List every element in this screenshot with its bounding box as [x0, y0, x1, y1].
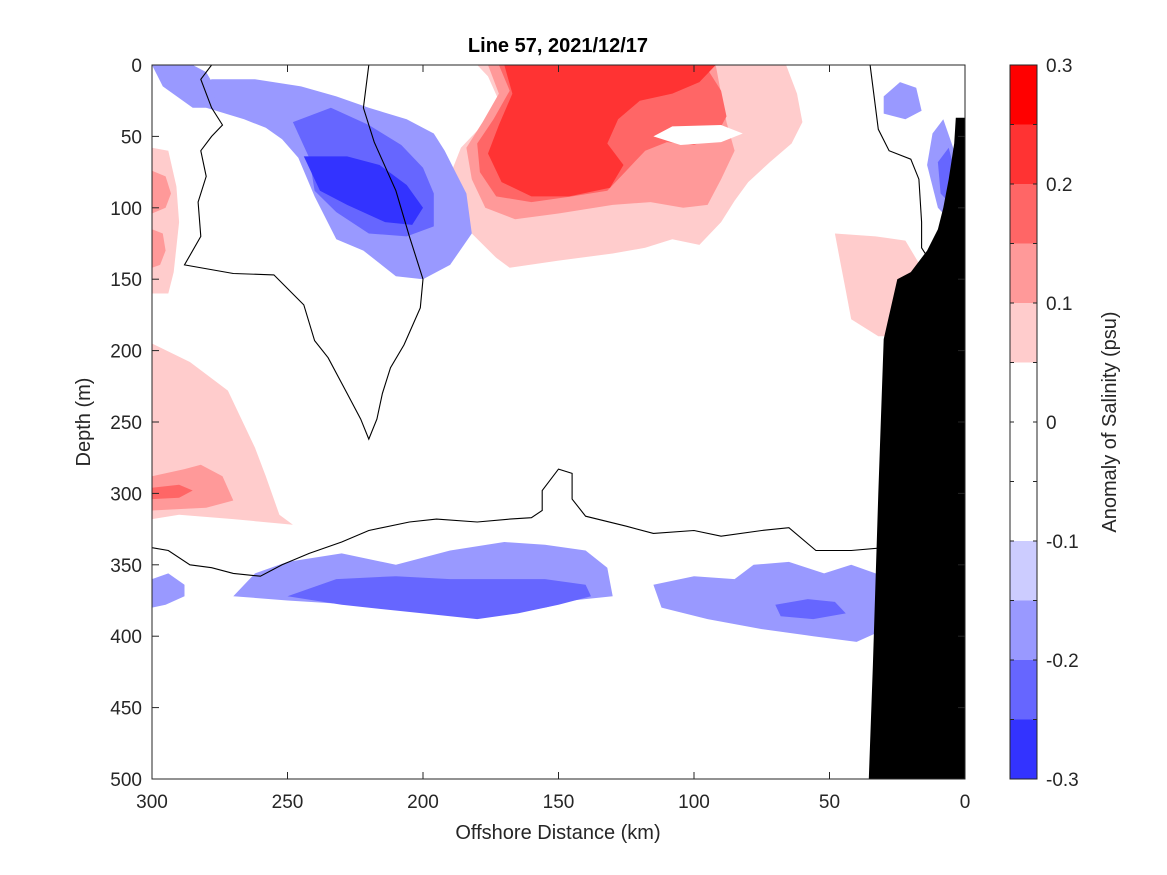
y-axis: 0 50 100 150 200 250 300 350 400 450 500	[110, 56, 965, 791]
colorbar-band	[1010, 600, 1037, 660]
y-tick-label: 450	[110, 699, 142, 720]
zero-contours	[152, 65, 933, 583]
colorbar-label: Anomaly of Salinity (psu)	[1099, 311, 1121, 532]
x-axis-label: Offshore Distance (km)	[455, 822, 660, 844]
colorbar-tick-label: -0.1	[1046, 532, 1079, 553]
plot-area	[152, 65, 965, 779]
zero-contour-26	[869, 65, 933, 266]
colorbar-tick-label: 0.2	[1046, 175, 1072, 196]
anomaly-region-21	[883, 82, 922, 120]
y-tick-label: 250	[110, 413, 142, 434]
chart-title: Line 57, 2021/12/17	[468, 35, 648, 57]
y-tick-label: 100	[110, 199, 142, 220]
x-tick-label: 150	[543, 792, 575, 813]
colorbar-band	[1010, 124, 1037, 184]
x-axis: 300 250 200 150 100 50 0	[136, 65, 970, 813]
colorbar-tick-label: -0.2	[1046, 651, 1079, 672]
y-tick-label: 150	[110, 270, 142, 291]
colorbar-band	[1010, 362, 1037, 482]
anomaly-region-8	[152, 484, 193, 500]
y-tick-label: 50	[121, 127, 142, 148]
colorbar-band	[1010, 65, 1037, 125]
colorbar: -0.3 -0.2 -0.1 0 0.1 0.2 0.3	[1009, 56, 1079, 791]
x-tick-label: 300	[136, 792, 168, 813]
colorbar-band	[1010, 719, 1037, 779]
anomaly-region-3	[488, 65, 716, 197]
anomaly-region-11	[152, 229, 166, 268]
y-tick-label: 200	[110, 342, 142, 363]
y-tick-label: 400	[110, 627, 142, 648]
anomaly-region-20	[152, 573, 185, 608]
colorbar-band	[1010, 184, 1037, 244]
x-tick-label: 0	[960, 792, 971, 813]
zero-contour-24	[183, 65, 424, 441]
anomaly-region-10	[152, 170, 171, 214]
colorbar-tick-label: -0.3	[1046, 770, 1079, 791]
colorbar-band	[1010, 660, 1037, 720]
y-axis-label: Depth (m)	[73, 378, 95, 467]
x-tick-label: 250	[272, 792, 304, 813]
anomaly-region-19	[775, 599, 846, 620]
y-tick-label: 500	[110, 770, 142, 791]
anomaly-region-7	[152, 464, 234, 511]
land-mask	[868, 117, 965, 779]
y-tick-label: 350	[110, 556, 142, 577]
colorbar-tick-label: 0.3	[1046, 56, 1072, 77]
x-tick-label: 50	[819, 792, 840, 813]
anomaly-region-15	[152, 65, 217, 108]
anomaly-region-14	[303, 156, 423, 225]
anomaly-region-4	[653, 125, 743, 145]
x-tick-label: 200	[407, 792, 439, 813]
land-shelf	[868, 117, 965, 779]
colorbar-band	[1010, 243, 1037, 303]
colorbar-band	[1010, 541, 1037, 601]
y-tick-label: 0	[131, 56, 142, 77]
colorbar-tick-label: 0	[1046, 413, 1057, 434]
anomaly-region-18	[653, 561, 906, 642]
colorbar-band	[1010, 481, 1037, 541]
y-tick-label: 300	[110, 484, 142, 505]
anomaly-region-17	[287, 576, 591, 620]
colorbar-band	[1010, 303, 1037, 363]
colorbar-tick-label: 0.1	[1046, 294, 1072, 315]
zero-contour-25	[152, 468, 917, 583]
anomaly-regions	[152, 65, 960, 642]
x-tick-label: 100	[678, 792, 710, 813]
